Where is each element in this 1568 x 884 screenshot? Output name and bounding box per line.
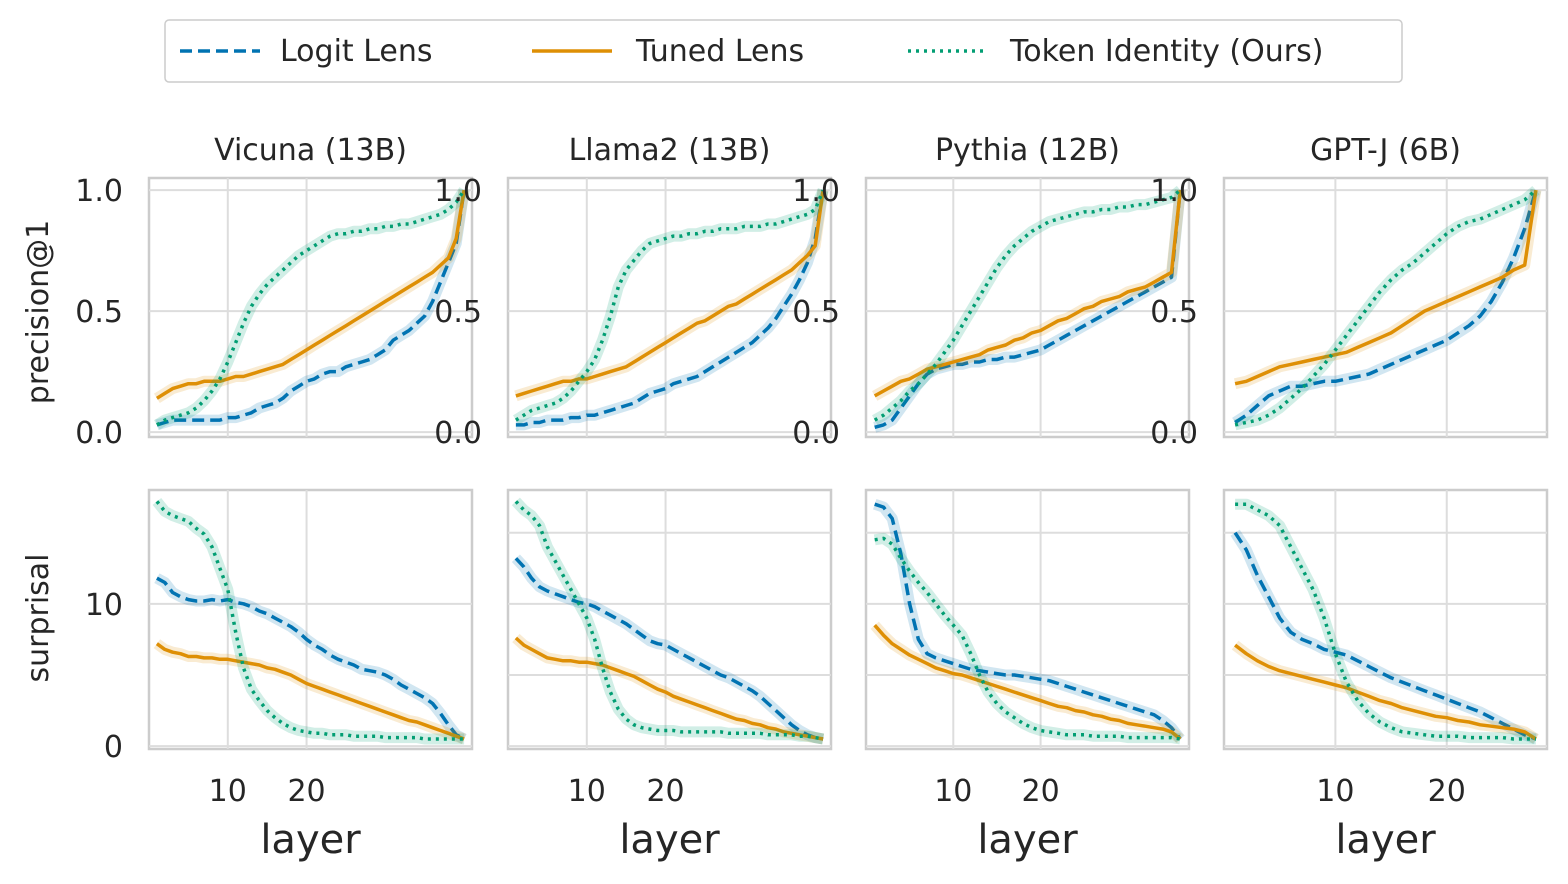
confidence-band-token-identity-ours (154, 187, 469, 430)
panel-frame (864, 176, 1191, 439)
x-axis-label: layer (619, 817, 720, 863)
y-tick-label: 1.0 (434, 174, 482, 209)
panel-pythia-12b-precision-1: 0.0 0.5 1.0 Pythia (12B) (792, 133, 1191, 451)
x-tick-label: 20 (646, 774, 684, 809)
legend-box (164, 19, 1403, 83)
series-line-token-identity-ours (873, 188, 1182, 422)
panel-llama2-13b-precision-1: 0.0 0.5 1.0 Llama2 (13B) (434, 133, 833, 451)
panel-gpt-j-6b-precision-1: 0.0 0.5 1.0 GPT-J (6B) (1150, 133, 1549, 451)
confidence-band-logit-lens (872, 498, 1185, 743)
y-tick-label: 0.0 (434, 416, 482, 451)
y-tick-label: 1.0 (1150, 174, 1198, 209)
panel-frame (147, 176, 474, 439)
panel-llama2-13b-surprisal: 10 20 layer (506, 488, 833, 863)
panel-gpt-j-6b-surprisal: 10 20 layer (1222, 488, 1549, 863)
series-line-tuned-lens (155, 189, 466, 400)
series-line-logit-lens (1233, 531, 1537, 741)
x-tick-label: 10 (568, 774, 606, 809)
panel-frame (1222, 488, 1549, 751)
series-line-token-identity-ours (1235, 502, 1536, 741)
y-tick-label: 0 (104, 730, 123, 765)
legend-label-token-identity: Token Identity (Ours) (1009, 34, 1323, 69)
series-line-token-identity-ours (514, 500, 824, 741)
x-axis-label: layer (260, 817, 361, 863)
series-line-tuned-lens (873, 189, 1183, 398)
legend-label-logit-lens: Logit Lens (280, 34, 433, 69)
series-line-logit-lens (156, 189, 466, 427)
series-line-logit-lens (514, 557, 824, 741)
x-axis-label: layer (1335, 817, 1436, 863)
confidence-band-logit-lens (515, 189, 829, 431)
y-tick-label: 1.0 (792, 174, 840, 209)
row-label-surprisal: surprisal (21, 553, 56, 682)
series-line-tuned-lens (155, 642, 465, 741)
y-tick-label: 10 (85, 588, 123, 623)
series-line-logit-lens (1234, 189, 1538, 424)
legend-label-tuned-lens: Tuned Lens (635, 34, 804, 69)
x-tick-label: 20 (1022, 774, 1060, 809)
panel-title-gpt-j-6b: GPT-J (6B) (1310, 133, 1461, 168)
panel-vicuna-13b-precision-1: 0.0 0.5 1.0 Vicuna (13B) (75, 133, 474, 451)
series-line-token-identity-ours (1234, 188, 1538, 427)
y-tick-label: 0.5 (792, 295, 840, 330)
series-line-tuned-lens (515, 189, 825, 398)
y-tick-label: 0.5 (434, 295, 482, 330)
series-line-tuned-lens (514, 636, 824, 741)
panel-title-vicuna-13b: Vicuna (13B) (214, 133, 407, 168)
series-line-tuned-lens (1234, 643, 1537, 741)
series-line-token-identity-ours (155, 500, 465, 741)
series-line-logit-lens (874, 189, 1183, 429)
panel-frame (506, 176, 833, 439)
y-tick-label: 0.5 (75, 295, 123, 330)
x-tick-label: 10 (1316, 774, 1354, 809)
panel-title-llama2-13b: Llama2 (13B) (569, 133, 771, 168)
y-tick-label: 0.0 (1150, 416, 1198, 451)
x-tick-label: 20 (287, 774, 325, 809)
y-tick-label: 1.0 (75, 174, 123, 209)
panel-frame (1222, 176, 1549, 439)
row-label-precision: precision@1 (21, 220, 56, 404)
x-axis-label: layer (977, 817, 1078, 863)
series-line-tuned-lens (1234, 189, 1538, 386)
panel-vicuna-13b-surprisal: 0 10 10 20 layer (85, 488, 474, 863)
panel-title-pythia-12b: Pythia (12B) (935, 133, 1120, 168)
panel-pythia-12b-surprisal: 10 20 layer (864, 488, 1191, 863)
series-line-token-identity-ours (514, 189, 825, 422)
x-tick-label: 20 (1428, 774, 1466, 809)
series-line-token-identity-ours (874, 536, 1181, 741)
y-tick-label: 0.0 (792, 416, 840, 451)
y-tick-label: 0.0 (75, 416, 123, 451)
x-tick-label: 10 (934, 774, 972, 809)
y-tick-label: 0.5 (1150, 295, 1198, 330)
series-line-tuned-lens (873, 624, 1182, 741)
series-line-logit-lens (156, 576, 465, 741)
x-tick-label: 10 (209, 774, 247, 809)
legend: Logit Lens Tuned Lens Token Identity (Ou… (164, 19, 1403, 83)
